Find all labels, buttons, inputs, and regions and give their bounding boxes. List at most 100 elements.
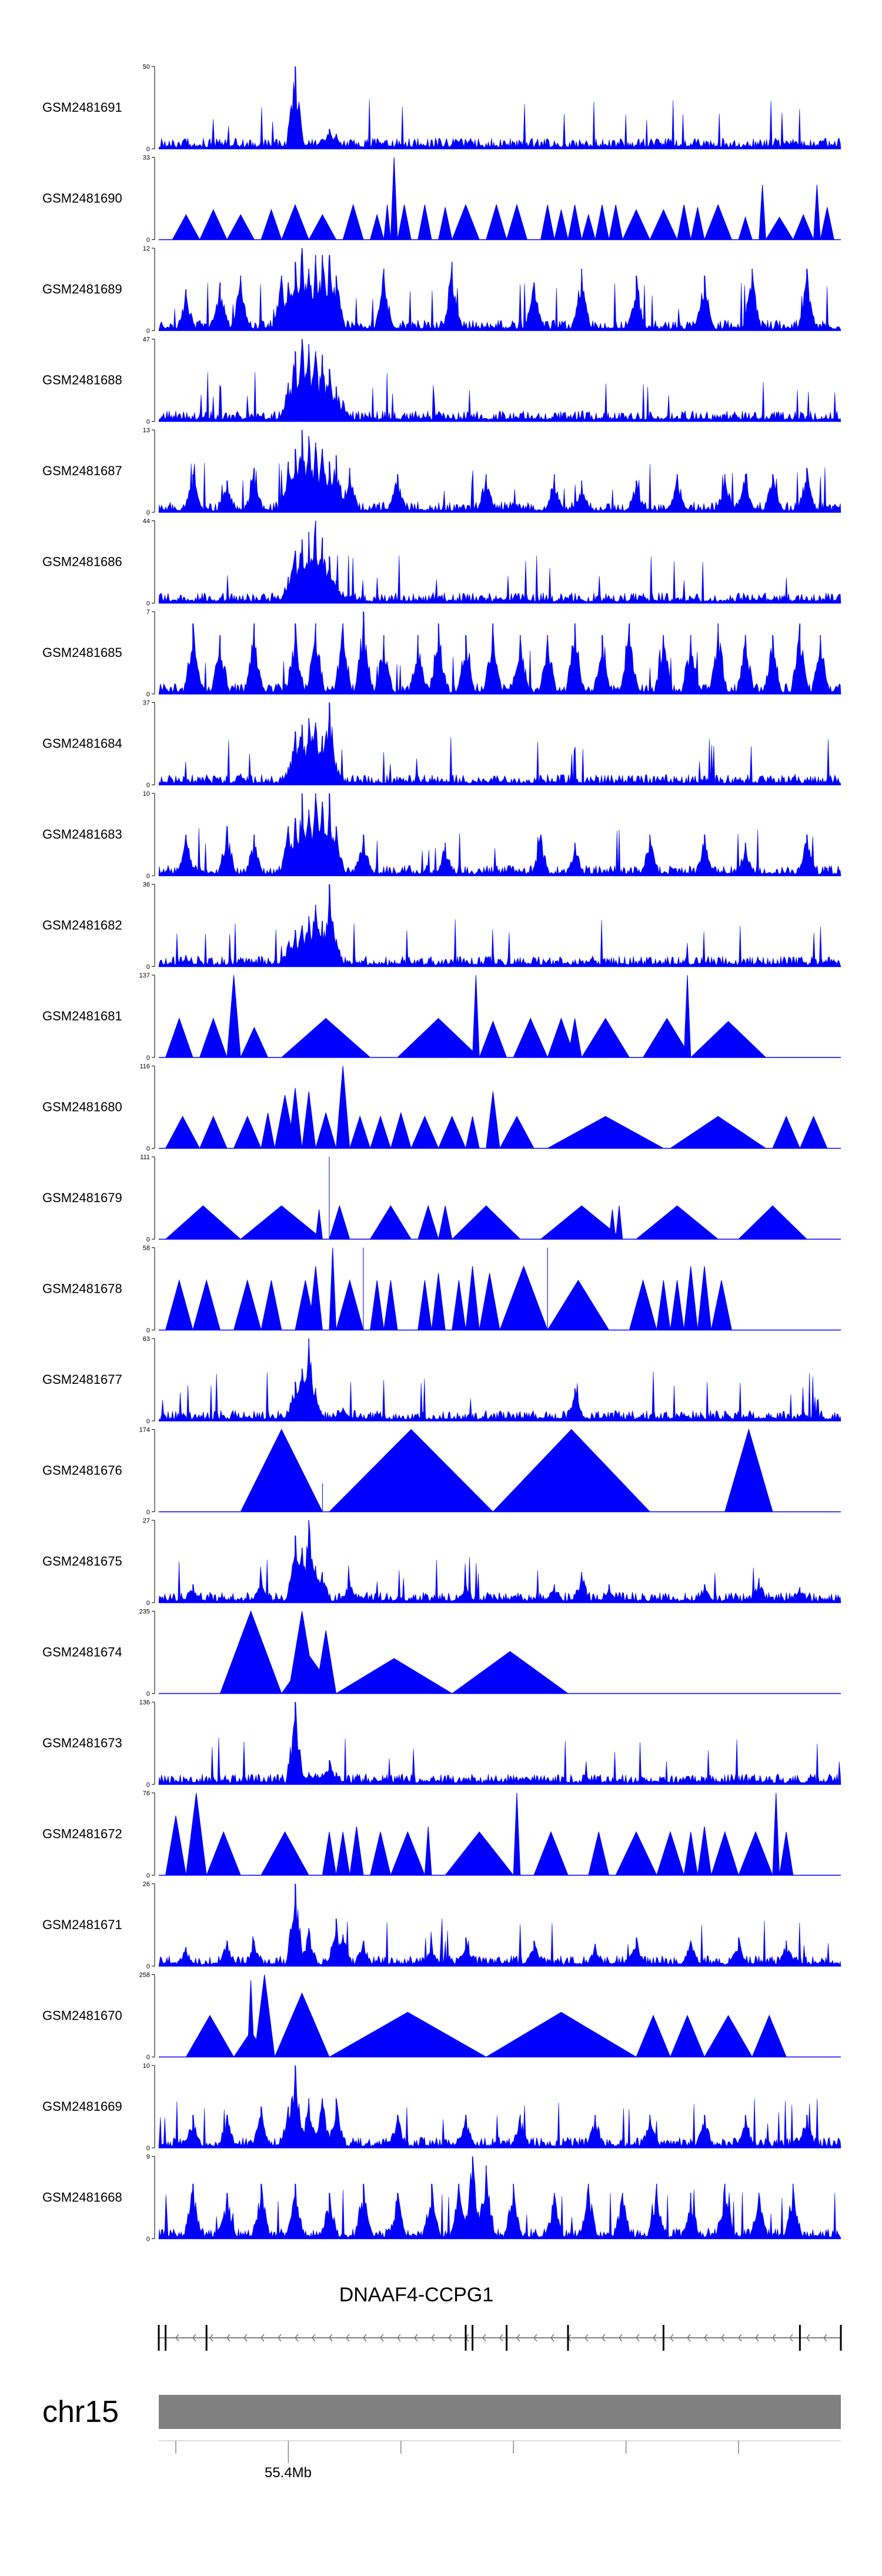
y-tick-label-max: 47 [143, 336, 150, 343]
signal-triangle [199, 1017, 228, 1058]
signal-triangle [233, 1115, 262, 1149]
track-GSM2481690: GSM2481690 33 0 [42, 155, 841, 244]
gene-track: DNAAF4-CCPG1 [158, 2284, 842, 2351]
y-tick-label-max: 137 [139, 972, 150, 979]
signal-triangle [452, 203, 480, 240]
signal-triangle [690, 1021, 767, 1058]
signal-triangle [697, 1826, 712, 1876]
signal-triangle [396, 1017, 480, 1058]
signal-triangle [567, 205, 582, 240]
strand-arrow [636, 2334, 640, 2342]
coordinate-tick-label: 55.4Mb [265, 2465, 312, 2481]
signal-triangle [759, 185, 766, 240]
track-GSM2481670: GSM2481670 258 0 [42, 1972, 841, 2061]
signal-triangle [588, 1831, 610, 1876]
y-tick-label-max: 7 [146, 609, 150, 616]
strand-arrow [482, 2334, 486, 2342]
track-GSM2481678: GSM2481678 58 0 [42, 1245, 841, 1334]
signal-triangle [452, 1280, 466, 1330]
signal-triangle [737, 1205, 808, 1240]
y-tick-label-zero: 0 [146, 600, 150, 608]
track-label: GSM2481690 [42, 191, 122, 206]
signal-triangle [472, 975, 480, 1058]
strand-arrow [738, 2334, 742, 2342]
track-GSM2481688: GSM2481688 47 0 [42, 336, 841, 426]
track-label: GSM2481691 [42, 100, 122, 115]
signal-triangle [165, 1816, 186, 1876]
chromosome-label: chr15 [42, 2395, 119, 2429]
track-GSM2481675: GSM2481675 27 0 [42, 1517, 841, 1607]
y-tick-label-max: 136 [139, 1699, 150, 1706]
y-tick-label-max: 37 [143, 700, 150, 707]
signal-triangle [247, 1980, 255, 2057]
signal-triangle [465, 1266, 480, 1330]
signal-triangle [670, 2014, 705, 2057]
signal-triangle [397, 205, 412, 240]
signal-triangle [636, 2014, 671, 2057]
signal-triangle [581, 1017, 630, 1058]
signal-triangle [485, 2011, 637, 2057]
signal-triangle [185, 2014, 235, 2057]
y-tick-label-zero: 0 [146, 1236, 150, 1243]
y-tick-label-zero: 0 [146, 1327, 150, 1334]
y-tick-label-max: 9 [146, 2154, 150, 2161]
signal-triangle [260, 1113, 275, 1149]
signal-area [158, 429, 841, 513]
signal-area [158, 339, 841, 422]
track-label: GSM2481688 [42, 373, 122, 388]
y-tick-label-max: 63 [143, 1336, 150, 1343]
chromosome-bar [159, 2395, 841, 2429]
signal-area [158, 520, 841, 603]
strand-arrow [226, 2334, 230, 2342]
signal-triangle [315, 1209, 323, 1240]
y-tick-label-max: 258 [139, 1972, 150, 1979]
signal-triangle [417, 205, 432, 240]
track-GSM2481689: GSM2481689 12 0 [42, 245, 841, 335]
strand-arrow [243, 2334, 248, 2342]
signal-triangle [656, 1831, 684, 1876]
signal-triangle [253, 1974, 275, 2057]
signal-triangle [670, 1280, 684, 1330]
signal-triangle [629, 1279, 657, 1330]
track-label: GSM2481678 [42, 1282, 122, 1296]
signal-triangle [322, 1831, 337, 1876]
y-tick-label-max: 27 [143, 1517, 150, 1524]
strand-arrow [363, 2334, 367, 2342]
strand-arrow [295, 2334, 299, 2342]
y-tick-label-max: 10 [143, 2063, 150, 2070]
track-GSM2481681: GSM2481681 137 0 [42, 972, 841, 1062]
signal-triangle [772, 1793, 780, 1876]
strand-arrow [431, 2334, 435, 2342]
signal-triangle [424, 1826, 432, 1876]
signal-area [158, 702, 841, 785]
track-GSM2481687: GSM2481687 13 0 [42, 427, 841, 516]
strand-arrow [312, 2334, 316, 2342]
signal-triangle [369, 1205, 412, 1240]
signal-triangle [226, 975, 241, 1058]
y-tick-label-zero: 0 [146, 509, 150, 516]
signal-triangle [724, 1428, 773, 1512]
signal-area [158, 66, 841, 149]
strand-arrow [414, 2334, 418, 2342]
signal-triangle [799, 1115, 828, 1149]
y-tick-label-max: 10 [143, 790, 150, 798]
signal-triangle [172, 214, 201, 240]
signal-triangle [465, 1116, 480, 1149]
signal-triangle [383, 1280, 398, 1330]
signal-triangle [793, 213, 814, 240]
signal-triangle [581, 213, 596, 240]
signal-triangle [336, 1066, 350, 1149]
y-tick-label-zero: 0 [146, 964, 150, 971]
track-label: GSM2481668 [42, 2190, 122, 2205]
signal-triangle [329, 1247, 337, 1330]
signal-triangle [622, 209, 650, 240]
signal-triangle [547, 1280, 610, 1330]
signal-triangle [445, 1831, 514, 1876]
y-tick-label-max: 26 [143, 1881, 150, 1888]
signal-triangle [281, 203, 309, 240]
signal-tracks: GSM2481691500GSM2481690330GSM2481689120G… [42, 64, 841, 2243]
signal-triangle [437, 1115, 466, 1149]
signal-triangle [690, 207, 705, 240]
y-tick-label-zero: 0 [146, 873, 150, 880]
